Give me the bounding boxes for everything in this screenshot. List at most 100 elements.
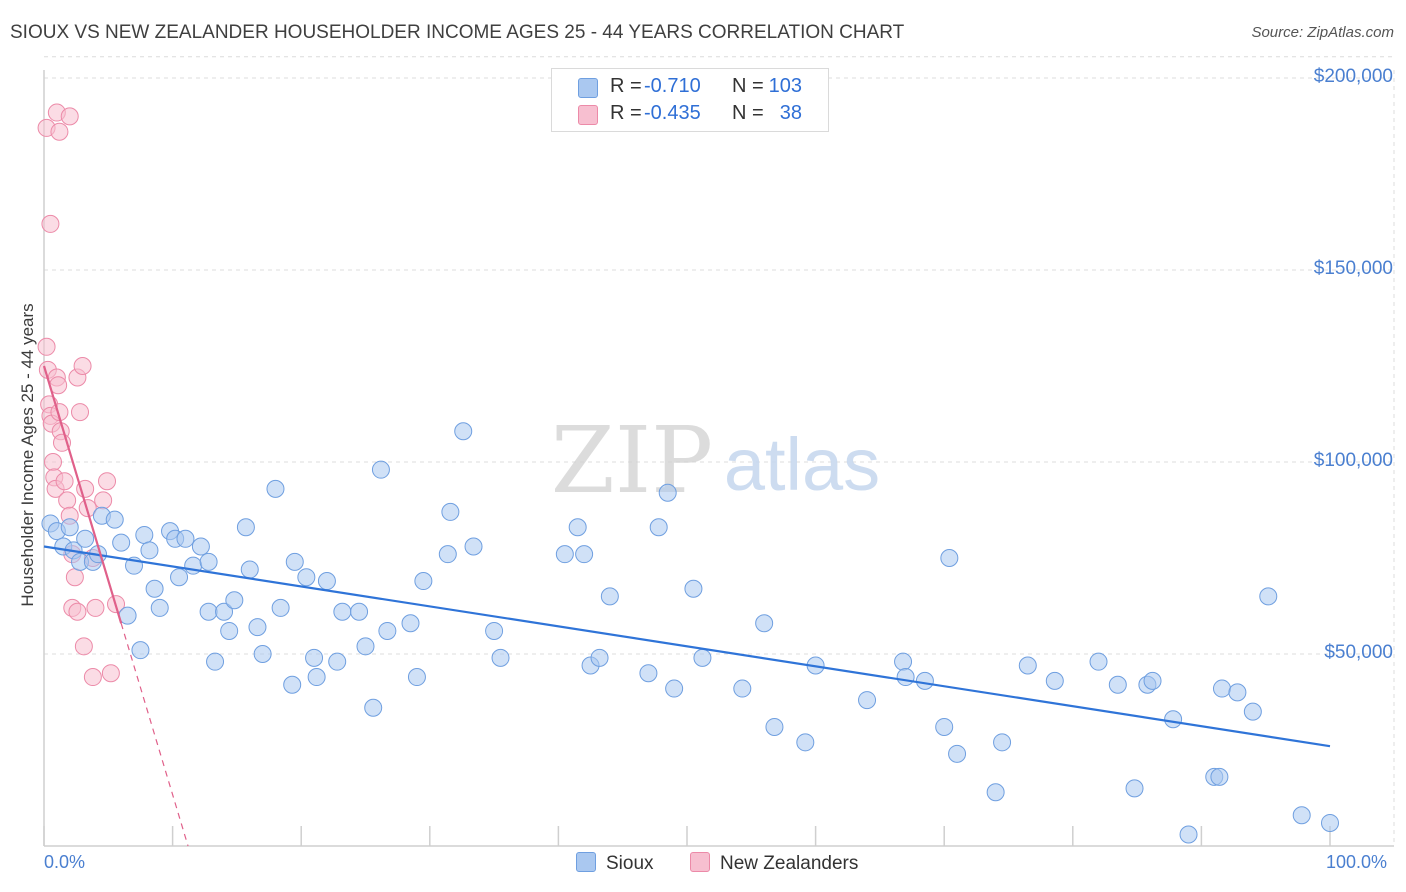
sioux-point[interactable] <box>948 744 967 763</box>
sioux-point[interactable] <box>356 637 375 656</box>
nz-point[interactable] <box>86 598 105 617</box>
sioux-point[interactable] <box>1228 683 1247 702</box>
sioux-point[interactable] <box>191 537 210 556</box>
nz-point[interactable] <box>58 491 77 510</box>
sioux-point[interactable] <box>915 671 934 690</box>
sioux-point[interactable] <box>1164 710 1183 729</box>
sioux-point[interactable] <box>491 648 510 667</box>
sioux-point[interactable] <box>1292 806 1311 825</box>
sioux-point[interactable] <box>454 422 473 441</box>
sioux-point[interactable] <box>1089 652 1108 671</box>
sioux-point[interactable] <box>378 621 397 640</box>
sioux-point[interactable] <box>940 549 959 567</box>
sioux-point[interactable] <box>60 518 79 537</box>
sioux-point[interactable] <box>568 518 587 537</box>
sioux-point[interactable] <box>76 529 95 548</box>
sioux-point[interactable] <box>328 652 347 671</box>
sioux-point[interactable] <box>1143 671 1162 690</box>
sioux-point[interactable] <box>590 648 609 667</box>
nz-point[interactable] <box>71 403 90 422</box>
sioux-point[interactable] <box>407 668 426 687</box>
nz-point[interactable] <box>41 214 60 233</box>
sioux-point[interactable] <box>236 518 255 537</box>
sioux-point[interactable] <box>317 572 336 591</box>
sioux-point[interactable] <box>733 679 752 698</box>
sioux-point[interactable] <box>297 568 316 587</box>
nz-point[interactable] <box>98 472 117 491</box>
sioux-point[interactable] <box>271 598 290 617</box>
sioux-point[interactable] <box>145 579 164 598</box>
sioux-point[interactable] <box>206 652 225 671</box>
nz-point[interactable] <box>65 568 84 587</box>
nz-point[interactable] <box>60 107 79 126</box>
nz-point[interactable] <box>50 122 69 141</box>
sioux-point[interactable] <box>1018 656 1037 675</box>
sioux-point[interactable] <box>266 479 285 498</box>
sioux-point[interactable] <box>684 579 703 598</box>
nz-point[interactable] <box>37 337 56 356</box>
sioux-point[interactable] <box>285 552 304 571</box>
sioux-point[interactable] <box>1179 825 1198 844</box>
nz-point[interactable] <box>55 472 74 491</box>
nz-point[interactable] <box>83 668 102 687</box>
bottom-legend-nz[interactable]: New Zealanders <box>690 852 858 875</box>
sioux-point[interactable] <box>150 598 169 617</box>
nz-point[interactable] <box>73 357 92 375</box>
sioux-point[interactable] <box>935 717 954 736</box>
sioux-point[interactable] <box>350 602 369 621</box>
sioux-point[interactable] <box>658 483 677 502</box>
sioux-point[interactable] <box>364 698 383 717</box>
sioux-point[interactable] <box>199 602 218 621</box>
sioux-point[interactable] <box>283 675 302 694</box>
sioux-point[interactable] <box>305 648 324 667</box>
sioux-point[interactable] <box>371 460 390 479</box>
sioux-point[interactable] <box>401 614 420 633</box>
sioux-point[interactable] <box>993 733 1012 752</box>
sioux-point[interactable] <box>555 545 574 564</box>
sioux-point[interactable] <box>307 668 326 687</box>
sioux-point[interactable] <box>464 537 483 556</box>
sioux-point[interactable] <box>176 529 195 548</box>
sioux-point[interactable] <box>170 568 189 587</box>
sioux-point[interactable] <box>600 587 619 606</box>
sioux-point[interactable] <box>1045 671 1064 690</box>
sioux-point[interactable] <box>1210 767 1229 786</box>
sioux-point[interactable] <box>896 668 915 687</box>
sioux-point[interactable] <box>135 525 154 544</box>
sioux-point[interactable] <box>248 618 267 637</box>
sioux-point[interactable] <box>796 733 815 752</box>
bottom-legend-sioux[interactable]: Sioux <box>576 852 654 875</box>
sioux-point[interactable] <box>199 552 218 571</box>
sioux-point[interactable] <box>1212 679 1231 698</box>
sioux-point[interactable] <box>649 518 668 537</box>
sioux-point[interactable] <box>1321 813 1339 832</box>
nz-point[interactable] <box>74 637 93 656</box>
sioux-point[interactable] <box>414 572 433 591</box>
sioux-point[interactable] <box>1259 587 1278 606</box>
sioux-point[interactable] <box>575 545 594 564</box>
sioux-point[interactable] <box>755 614 774 633</box>
nz-point[interactable] <box>44 453 63 471</box>
nz-point[interactable] <box>68 602 87 621</box>
sioux-point[interactable] <box>1125 779 1144 798</box>
nz-point[interactable] <box>76 479 95 498</box>
sioux-point[interactable] <box>333 602 352 621</box>
sioux-point[interactable] <box>986 783 1005 802</box>
sioux-point[interactable] <box>894 652 913 671</box>
sioux-point[interactable] <box>1243 702 1262 721</box>
sioux-point[interactable] <box>220 621 239 640</box>
sioux-point[interactable] <box>1108 675 1127 694</box>
sioux-point[interactable] <box>225 591 244 610</box>
sioux-point[interactable] <box>665 679 684 698</box>
sioux-point[interactable] <box>112 533 131 552</box>
sioux-point[interactable] <box>140 541 159 560</box>
sioux-point[interactable] <box>253 645 272 663</box>
nz-point[interactable] <box>94 491 113 510</box>
sioux-point[interactable] <box>693 648 712 667</box>
sioux-point[interactable] <box>215 602 234 621</box>
sioux-point[interactable] <box>639 664 658 683</box>
sioux-point[interactable] <box>485 621 504 640</box>
nz-point[interactable] <box>101 664 120 683</box>
sioux-point[interactable] <box>765 717 784 736</box>
sioux-point[interactable] <box>858 691 877 710</box>
